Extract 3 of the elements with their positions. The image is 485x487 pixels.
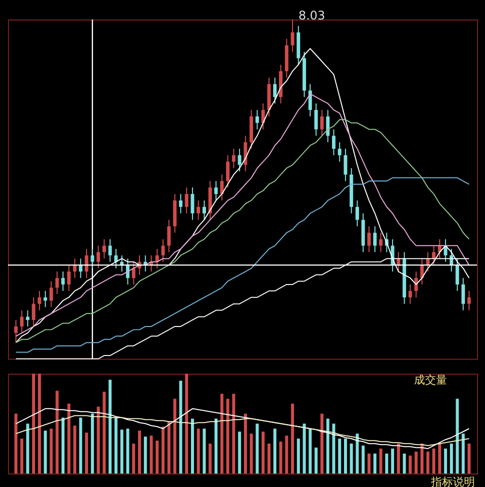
chart-title: 成交量	[414, 374, 448, 387]
text: 指标说明	[430, 476, 476, 487]
annotation: 8.03	[298, 8, 326, 22]
